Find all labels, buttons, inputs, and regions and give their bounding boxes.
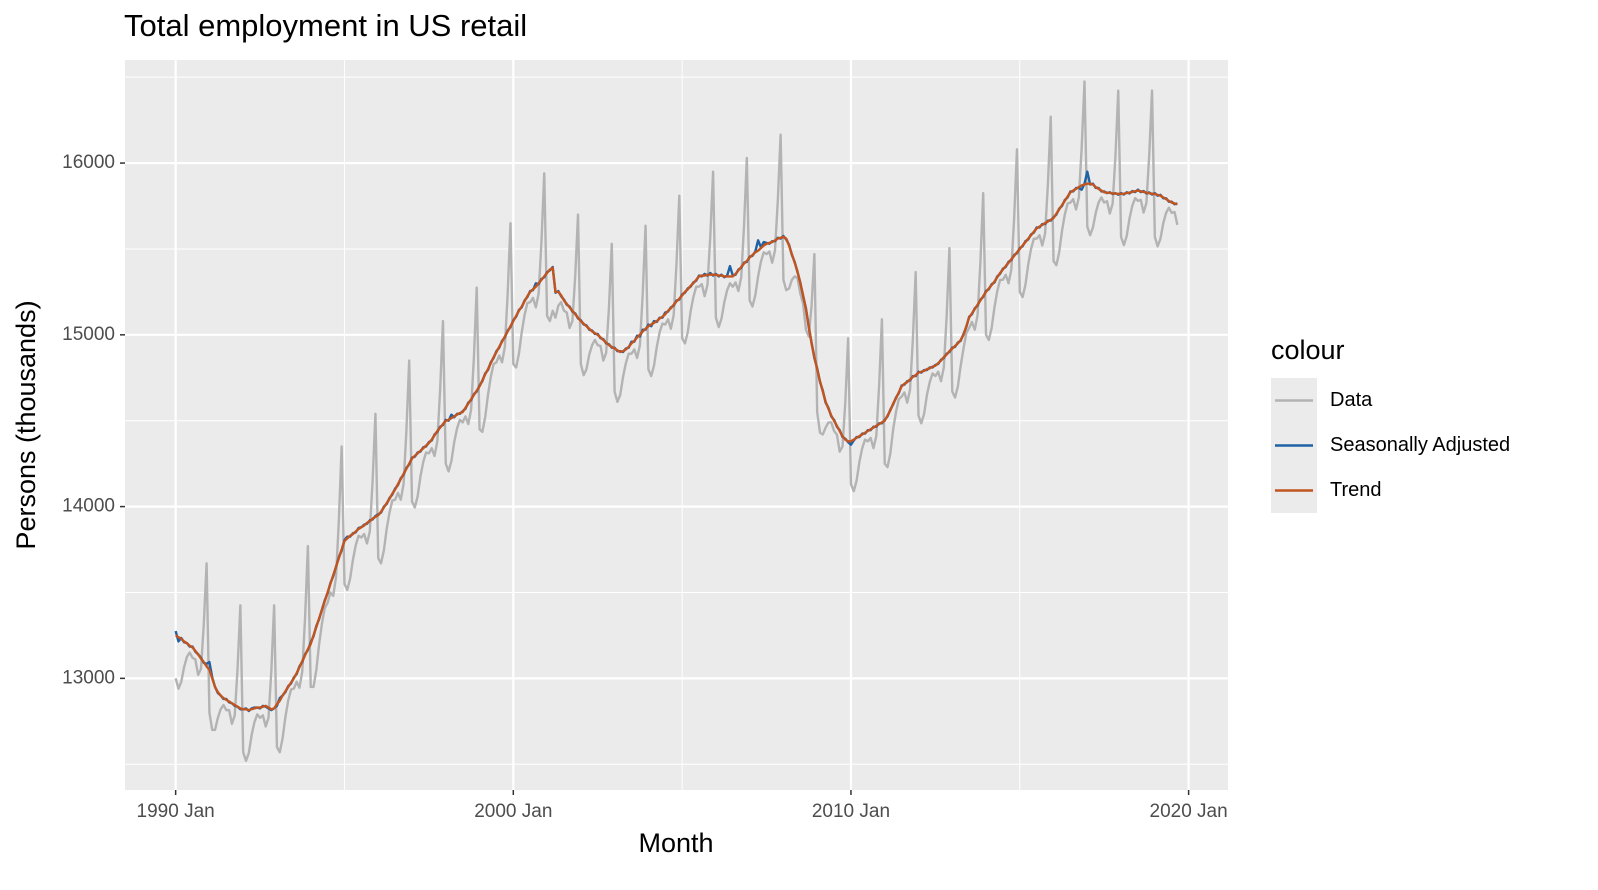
series-line — [174, 80, 1179, 762]
x-axis-title: Month — [638, 828, 713, 858]
legend-label: Data — [1330, 389, 1373, 411]
legend: colour Data Seasonally Adjusted Trend — [1271, 335, 1510, 513]
legend-label: Trend — [1330, 479, 1382, 501]
y-axis-title: Persons (thousands) — [11, 300, 41, 549]
plot-lines — [174, 80, 1179, 762]
x-tick-label: 1990 Jan — [137, 801, 215, 822]
y-tick-label: 13000 — [62, 667, 115, 688]
x-tick-label: 2010 Jan — [812, 801, 890, 822]
panel — [125, 60, 1228, 790]
x-tick-label: 2020 Jan — [1150, 801, 1228, 822]
legend-title: colour — [1271, 335, 1345, 365]
series-line — [175, 182, 1178, 712]
legend-label: Seasonally Adjusted — [1330, 434, 1510, 456]
y-tick-label: 15000 — [62, 324, 115, 345]
chart-title: Total employment in US retail — [124, 8, 527, 43]
x-tick-label: 2000 Jan — [474, 801, 552, 822]
y-tick-label: 14000 — [62, 496, 115, 517]
y-tick-label: 16000 — [62, 152, 115, 173]
